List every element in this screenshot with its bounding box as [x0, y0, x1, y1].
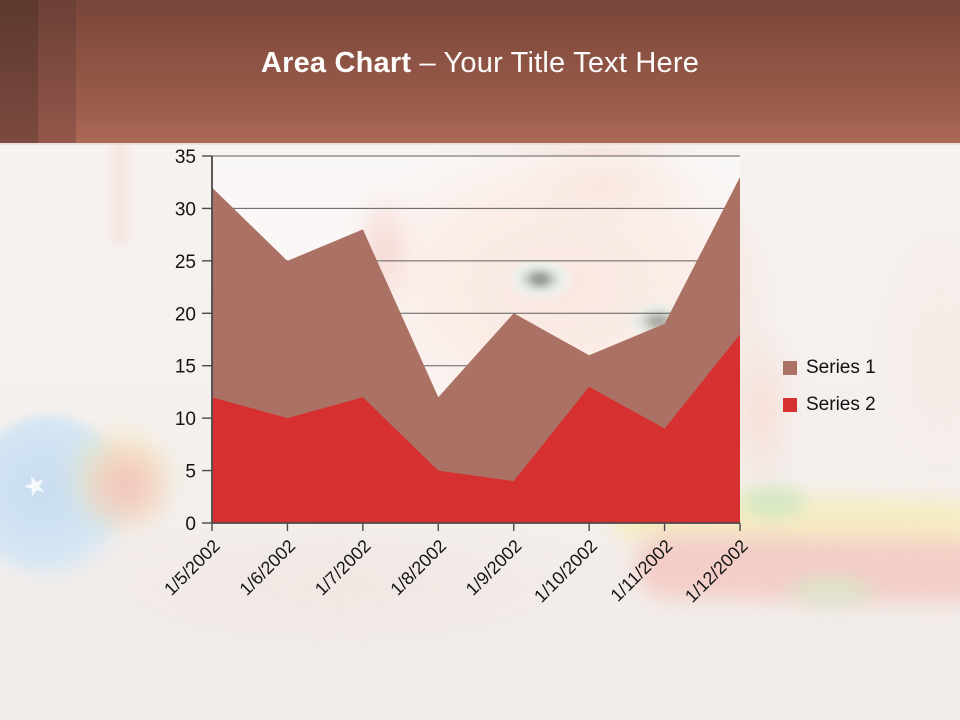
y-axis-tick-label: 5 [185, 462, 196, 483]
legend-label-series-1: Series 1 [806, 357, 876, 378]
legend-label-series-2: Series 2 [806, 394, 876, 415]
header-accent-band-dark [0, 0, 38, 143]
slide-title-bold: Area Chart [260, 47, 412, 79]
y-axis-tick-label: 35 [175, 147, 196, 168]
legend-item-series-2: Series 2 [783, 394, 876, 416]
x-axis-tick-label: 1/9/2002 [462, 536, 526, 600]
y-axis-tick-label: 10 [175, 409, 196, 430]
pink-ball [76, 435, 176, 535]
legend-item-series-1: Series 1 [783, 357, 876, 379]
slide-header: Area Chart – Your Title Text Here [0, 0, 960, 145]
y-axis-tick-label: 25 [175, 252, 196, 273]
blanket-shadow-blob [40, 515, 640, 655]
slide-title: Area Chart – Your Title Text Here [0, 40, 960, 86]
x-axis-tick-label: 1/5/2002 [160, 536, 224, 600]
x-axis-tick-label: 1/10/2002 [530, 536, 601, 607]
y-axis-tick-label: 30 [175, 199, 196, 220]
x-axis-tick-label: 1/7/2002 [311, 536, 375, 600]
y-axis-tick-label: 0 [185, 514, 196, 535]
y-axis-tick-label: 20 [175, 304, 196, 325]
baby-hair-blob [510, 137, 700, 222]
y-axis-tick-label: 15 [175, 357, 196, 378]
x-axis-tick-label: 1/6/2002 [236, 536, 300, 600]
header-accent-band-medium [38, 0, 76, 143]
green-toy-blob [742, 487, 806, 517]
legend-swatch-series-2 [783, 398, 797, 412]
x-axis-tick-label: 1/12/2002 [681, 536, 752, 607]
series-2-area [212, 334, 740, 523]
chart-legend: Series 1 Series 2 [783, 357, 876, 416]
left-photo-strip [114, 145, 126, 245]
slide-title-rest: – Your Title Text Here [411, 47, 700, 79]
green-toy-blob-2 [788, 577, 874, 605]
baby-left-eye [492, 245, 584, 307]
legend-swatch-series-1 [783, 361, 797, 375]
x-axis-tick-label: 1/8/2002 [386, 536, 450, 600]
x-axis-tick-label: 1/11/2002 [607, 536, 677, 606]
